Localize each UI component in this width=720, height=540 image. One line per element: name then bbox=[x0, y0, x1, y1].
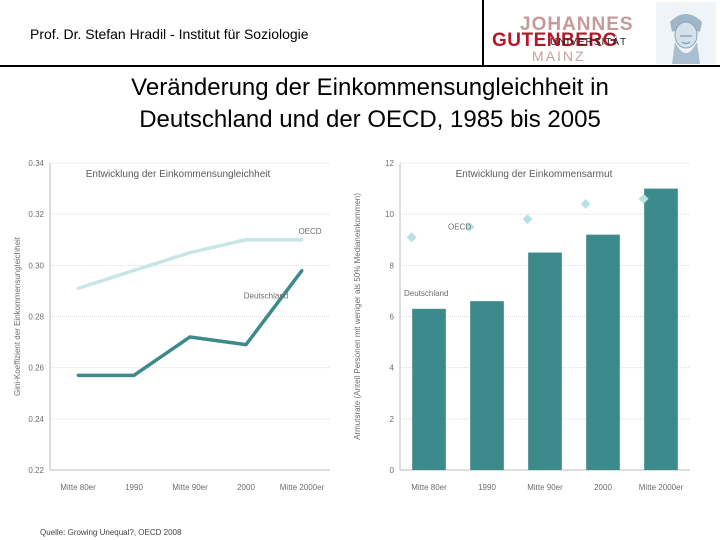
header-rule bbox=[0, 65, 720, 67]
series-label: Deutschland bbox=[244, 292, 288, 301]
slide-title-line-1: Veränderung der Einkommensungleichheit i… bbox=[131, 74, 609, 101]
y-tick-label: 0.24 bbox=[28, 415, 44, 424]
series-label: OECD bbox=[298, 227, 321, 236]
bar-deutschland bbox=[644, 188, 678, 471]
data-point bbox=[132, 373, 136, 377]
source-note: Quelle: Growing Unequal?, OECD 2008 bbox=[40, 528, 182, 537]
x-tick-label: Mitte 90er bbox=[172, 483, 208, 492]
logo-johannes: JOHANNES bbox=[520, 14, 634, 35]
data-point bbox=[188, 335, 192, 339]
bar-deutschland bbox=[528, 252, 562, 470]
x-tick-label: Mitte 80er bbox=[411, 483, 447, 492]
diamond-oecd bbox=[638, 193, 649, 204]
bar-deutschland bbox=[470, 301, 504, 470]
gutenberg-portrait-icon bbox=[656, 2, 716, 64]
chart-title: Entwicklung der Einkommensarmut bbox=[456, 169, 613, 180]
y-axis-label: Gini-Koeffizient der Einkommensungleichh… bbox=[13, 236, 22, 396]
gini-line-chart: 0.22 0.24 0.26 0.28 0.30 0.32 0.34 Mitte 80er 19… bbox=[13, 159, 330, 492]
chart-title: Entwicklung der Einkommensungleichheit bbox=[86, 169, 271, 180]
university-logo: JOHANNES GUTENBERG UNIVERSITÄT MAINZ bbox=[492, 14, 642, 64]
slide-header: Prof. Dr. Stefan Hradil - Institut für S… bbox=[0, 0, 720, 68]
data-point bbox=[76, 373, 80, 377]
diamond-oecd bbox=[406, 232, 417, 243]
y-tick-label: 0.22 bbox=[28, 466, 44, 475]
logo-mainz: MAINZ bbox=[532, 48, 586, 64]
diamond-oecd bbox=[580, 198, 591, 209]
y-tick-label: 4 bbox=[390, 364, 395, 373]
x-tick-label: Mitte 2000er bbox=[280, 483, 325, 492]
series-line-deutschland bbox=[78, 269, 304, 378]
data-point bbox=[244, 238, 248, 242]
series-label: OECD bbox=[448, 223, 471, 232]
slide-title-line-2: Deutschland und der OECD, 1985 bis 2005 bbox=[139, 106, 601, 133]
y-tick-label: 0.32 bbox=[28, 210, 44, 219]
diamond-oecd bbox=[464, 221, 475, 232]
data-point bbox=[188, 251, 192, 255]
y-tick-label: 0 bbox=[390, 466, 395, 475]
slide-title: Veränderung der Einkommensungleichheit i… bbox=[0, 72, 720, 136]
header-title: Prof. Dr. Stefan Hradil - Institut für S… bbox=[30, 26, 309, 42]
bar-deutschland bbox=[586, 234, 620, 470]
data-point bbox=[76, 286, 80, 290]
y-tick-label: 0.28 bbox=[28, 313, 44, 322]
y-tick-label: 0.30 bbox=[28, 261, 44, 270]
y-tick-label: 0.26 bbox=[28, 364, 44, 373]
x-tick-label: 1990 bbox=[478, 483, 496, 492]
y-tick-label: 10 bbox=[385, 210, 394, 219]
x-tick-label: Mitte 80er bbox=[60, 483, 96, 492]
y-tick-label: 0.34 bbox=[28, 159, 44, 168]
data-point bbox=[300, 238, 304, 242]
data-point bbox=[300, 268, 304, 272]
logo-gutenberg: GUTENBERG bbox=[492, 30, 618, 51]
y-tick-label: 2 bbox=[390, 415, 395, 424]
x-tick-label: 2000 bbox=[237, 483, 255, 492]
x-tick-label: Mitte 2000er bbox=[639, 483, 684, 492]
header-divider bbox=[482, 0, 484, 66]
y-tick-label: 12 bbox=[385, 159, 394, 168]
series-label: Deutschland bbox=[404, 289, 448, 298]
data-point bbox=[244, 343, 248, 347]
y-axis-label: Armutsrate (Anteil Personen mit weniger … bbox=[353, 193, 362, 440]
bar-deutschland bbox=[412, 308, 446, 470]
x-tick-label: Mitte 90er bbox=[527, 483, 563, 492]
series-line-oecd bbox=[77, 238, 302, 291]
data-point bbox=[132, 268, 136, 272]
poverty-bar-chart: 0 2 4 6 8 10 12 Mitte 80er 1990 Mitte 90er 2000 Mit… bbox=[353, 159, 690, 492]
y-tick-label: 6 bbox=[390, 313, 395, 322]
logo-universitaet: UNIVERSITÄT bbox=[550, 37, 628, 48]
diamond-oecd bbox=[522, 214, 533, 225]
x-tick-label: 2000 bbox=[594, 483, 612, 492]
x-tick-label: 1990 bbox=[125, 483, 143, 492]
y-tick-label: 8 bbox=[390, 261, 395, 270]
